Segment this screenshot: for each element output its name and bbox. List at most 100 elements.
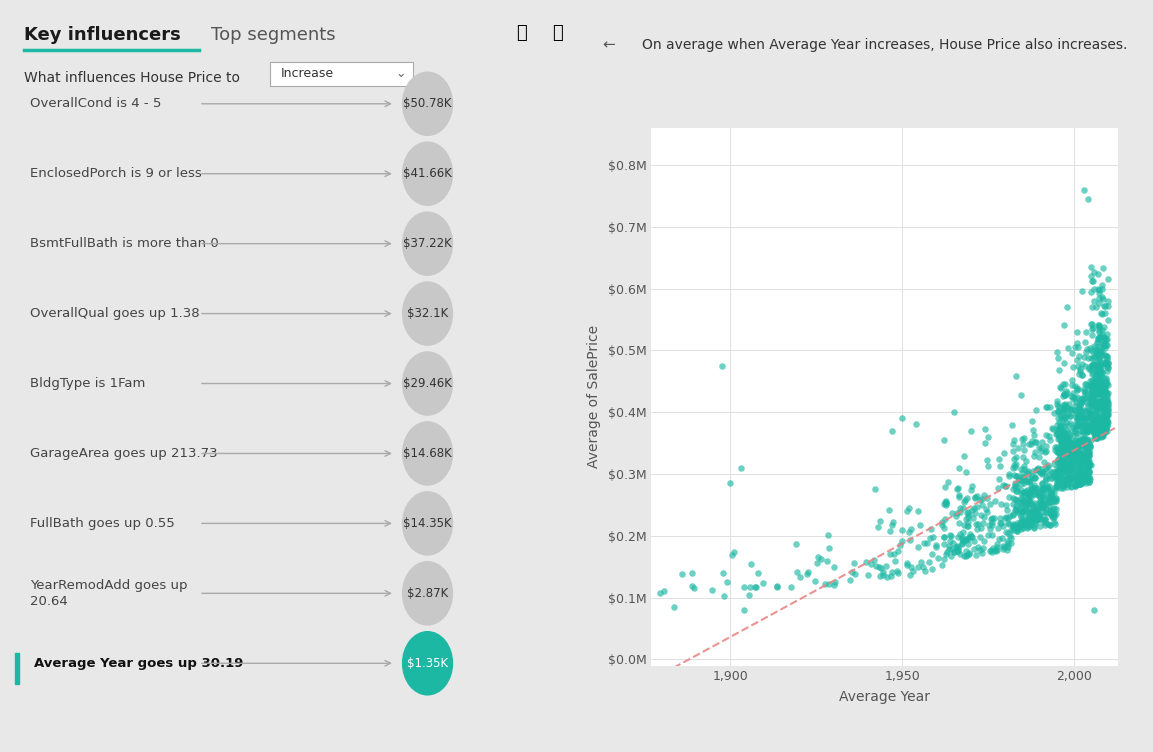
Point: [1056, 463, 1075, 475]
Point: [1027, 501, 1046, 513]
Point: [1056, 427, 1075, 439]
Point: [1040, 496, 1058, 508]
Point: [1039, 500, 1057, 512]
Point: [1070, 477, 1088, 489]
Point: [1013, 504, 1032, 516]
Point: [746, 581, 764, 593]
Point: [1093, 422, 1111, 434]
Text: $32.1K: $32.1K: [407, 307, 449, 320]
Point: [1058, 301, 1077, 313]
Point: [958, 520, 977, 532]
Point: [1079, 438, 1098, 450]
Point: [888, 565, 906, 577]
Point: [1068, 413, 1086, 425]
Point: [1072, 393, 1091, 405]
Point: [998, 537, 1017, 549]
Point: [1003, 520, 1022, 532]
Point: [975, 423, 994, 435]
Point: [1031, 484, 1049, 496]
Point: [1048, 347, 1067, 359]
Point: [820, 542, 838, 554]
Point: [1098, 408, 1116, 420]
Point: [899, 526, 918, 538]
Point: [1080, 465, 1099, 478]
Point: [1072, 440, 1091, 452]
Point: [1050, 468, 1069, 481]
Point: [1094, 394, 1113, 406]
Point: [906, 418, 925, 430]
Point: [1056, 430, 1075, 442]
Point: [1055, 403, 1073, 415]
Point: [1073, 432, 1092, 444]
Point: [1064, 467, 1083, 479]
Point: [1062, 471, 1080, 483]
Point: [883, 566, 902, 578]
Point: [1031, 498, 1049, 510]
Point: [1076, 451, 1094, 463]
Point: [1084, 416, 1102, 428]
Point: [1023, 514, 1041, 526]
Point: [859, 569, 877, 581]
Point: [1008, 517, 1026, 529]
Point: [1065, 480, 1084, 492]
Point: [1088, 382, 1107, 394]
Point: [1099, 361, 1117, 373]
Point: [1020, 509, 1039, 521]
Point: [1052, 424, 1070, 436]
Point: [1016, 489, 1034, 501]
Point: [1079, 436, 1098, 448]
Point: [1050, 423, 1069, 435]
Point: [1049, 422, 1068, 434]
Point: [1084, 389, 1102, 401]
Point: [1055, 465, 1073, 477]
Point: [1070, 458, 1088, 470]
Point: [978, 454, 996, 466]
Point: [1048, 352, 1067, 364]
Point: [871, 562, 889, 574]
Point: [741, 557, 760, 569]
Point: [1082, 270, 1100, 282]
Point: [1082, 408, 1100, 420]
Point: [673, 568, 692, 580]
Point: [1079, 450, 1098, 462]
Point: [998, 541, 1017, 553]
Point: [1085, 362, 1103, 374]
Point: [1064, 457, 1083, 469]
Point: [1075, 183, 1093, 196]
Point: [1071, 469, 1090, 481]
Point: [1058, 438, 1077, 450]
Point: [1075, 471, 1093, 483]
Point: [1079, 476, 1098, 488]
Point: [871, 515, 889, 527]
Point: [1069, 475, 1087, 487]
Point: [1063, 439, 1082, 451]
Point: [928, 552, 947, 564]
Text: $50.78K: $50.78K: [404, 97, 452, 111]
Point: [1058, 454, 1077, 466]
Point: [1004, 498, 1023, 510]
Point: [966, 507, 985, 519]
Point: [1055, 461, 1073, 473]
Point: [1095, 399, 1114, 411]
Point: [1068, 384, 1086, 396]
Point: [1041, 520, 1060, 532]
Point: [1097, 349, 1115, 361]
Point: [1018, 505, 1037, 517]
Point: [1084, 399, 1102, 411]
Text: 🖒: 🖒: [517, 24, 527, 42]
Point: [1084, 368, 1102, 380]
Point: [1082, 459, 1100, 471]
Point: [1000, 526, 1018, 538]
Point: [965, 535, 984, 547]
Point: [1057, 464, 1076, 476]
Point: [1037, 475, 1055, 487]
Point: [1020, 487, 1039, 499]
Point: [1064, 447, 1083, 459]
Point: [1085, 604, 1103, 616]
Point: [1086, 423, 1105, 435]
Point: [1097, 378, 1115, 390]
Point: [1087, 363, 1106, 375]
Point: [1057, 449, 1076, 461]
Point: [1037, 484, 1055, 496]
Point: [1069, 415, 1087, 427]
